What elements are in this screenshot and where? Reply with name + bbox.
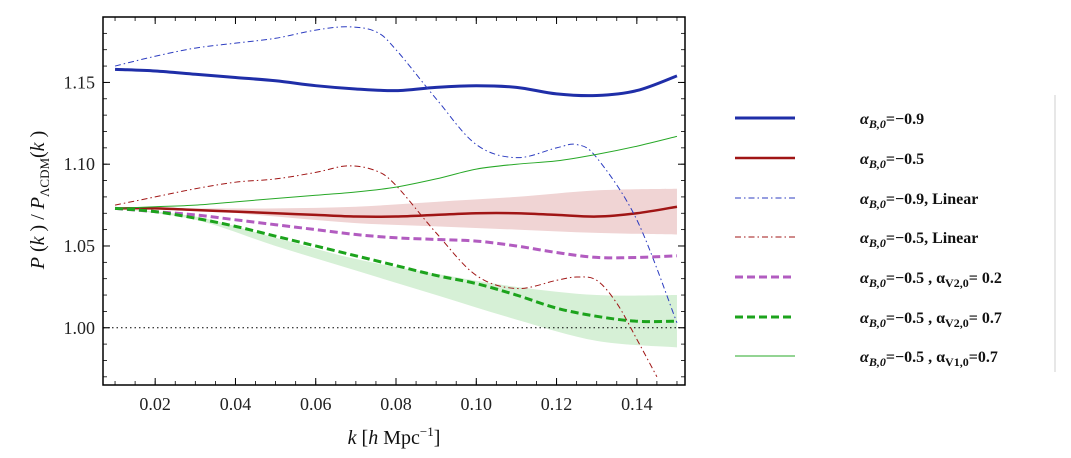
legend-entry-1: αB,0=−0.9 bbox=[860, 111, 924, 131]
uncertainty-band-2 bbox=[115, 208, 677, 348]
series-line-1 bbox=[114, 67, 678, 98]
legend-entry-3: αB,0=−0.9, Linear bbox=[860, 191, 978, 211]
legend-entry-7: αB,0=−0.5 , αV1,0=0.7 bbox=[860, 349, 998, 369]
legend-entry-5: αB,0=−0.5 , αV2,0= 0.2 bbox=[860, 270, 1002, 290]
y-tick-label-3: 1.10 bbox=[64, 154, 96, 174]
y-tick-label-2: 1.05 bbox=[64, 236, 96, 256]
y-axis-title: P (k ) / PΛCDM(k ) bbox=[27, 131, 52, 271]
legend-entry-4: αB,0=−0.5, Linear bbox=[860, 230, 978, 250]
x-tick-label-7: 0.14 bbox=[621, 394, 653, 414]
series-line-2 bbox=[115, 205, 678, 218]
y-tick-label-4: 1.15 bbox=[64, 72, 96, 92]
series-line-7 bbox=[115, 135, 678, 209]
legend-entry-6: αB,0=−0.5 , αV2,0= 0.7 bbox=[860, 310, 1002, 330]
x-tick-label-6: 0.12 bbox=[541, 394, 573, 414]
x-tick-label-3: 0.06 bbox=[300, 394, 332, 414]
x-axis-title: k [h Mpc−1] bbox=[348, 424, 441, 449]
y-tick-label-1: 1.00 bbox=[64, 318, 96, 338]
legend-entry-2: αB,0=−0.5 bbox=[860, 151, 924, 171]
uncertainty-band-1 bbox=[115, 188, 677, 235]
plot-frame bbox=[102, 16, 686, 386]
series-line-6 bbox=[114, 206, 677, 324]
x-tick-label-2: 0.04 bbox=[220, 394, 252, 414]
x-tick-label-4: 0.08 bbox=[380, 394, 412, 414]
series-line-3 bbox=[114, 26, 678, 324]
series-line-5 bbox=[114, 206, 678, 260]
x-tick-label-1: 0.02 bbox=[139, 394, 171, 414]
x-tick-label-5: 0.10 bbox=[461, 394, 493, 414]
